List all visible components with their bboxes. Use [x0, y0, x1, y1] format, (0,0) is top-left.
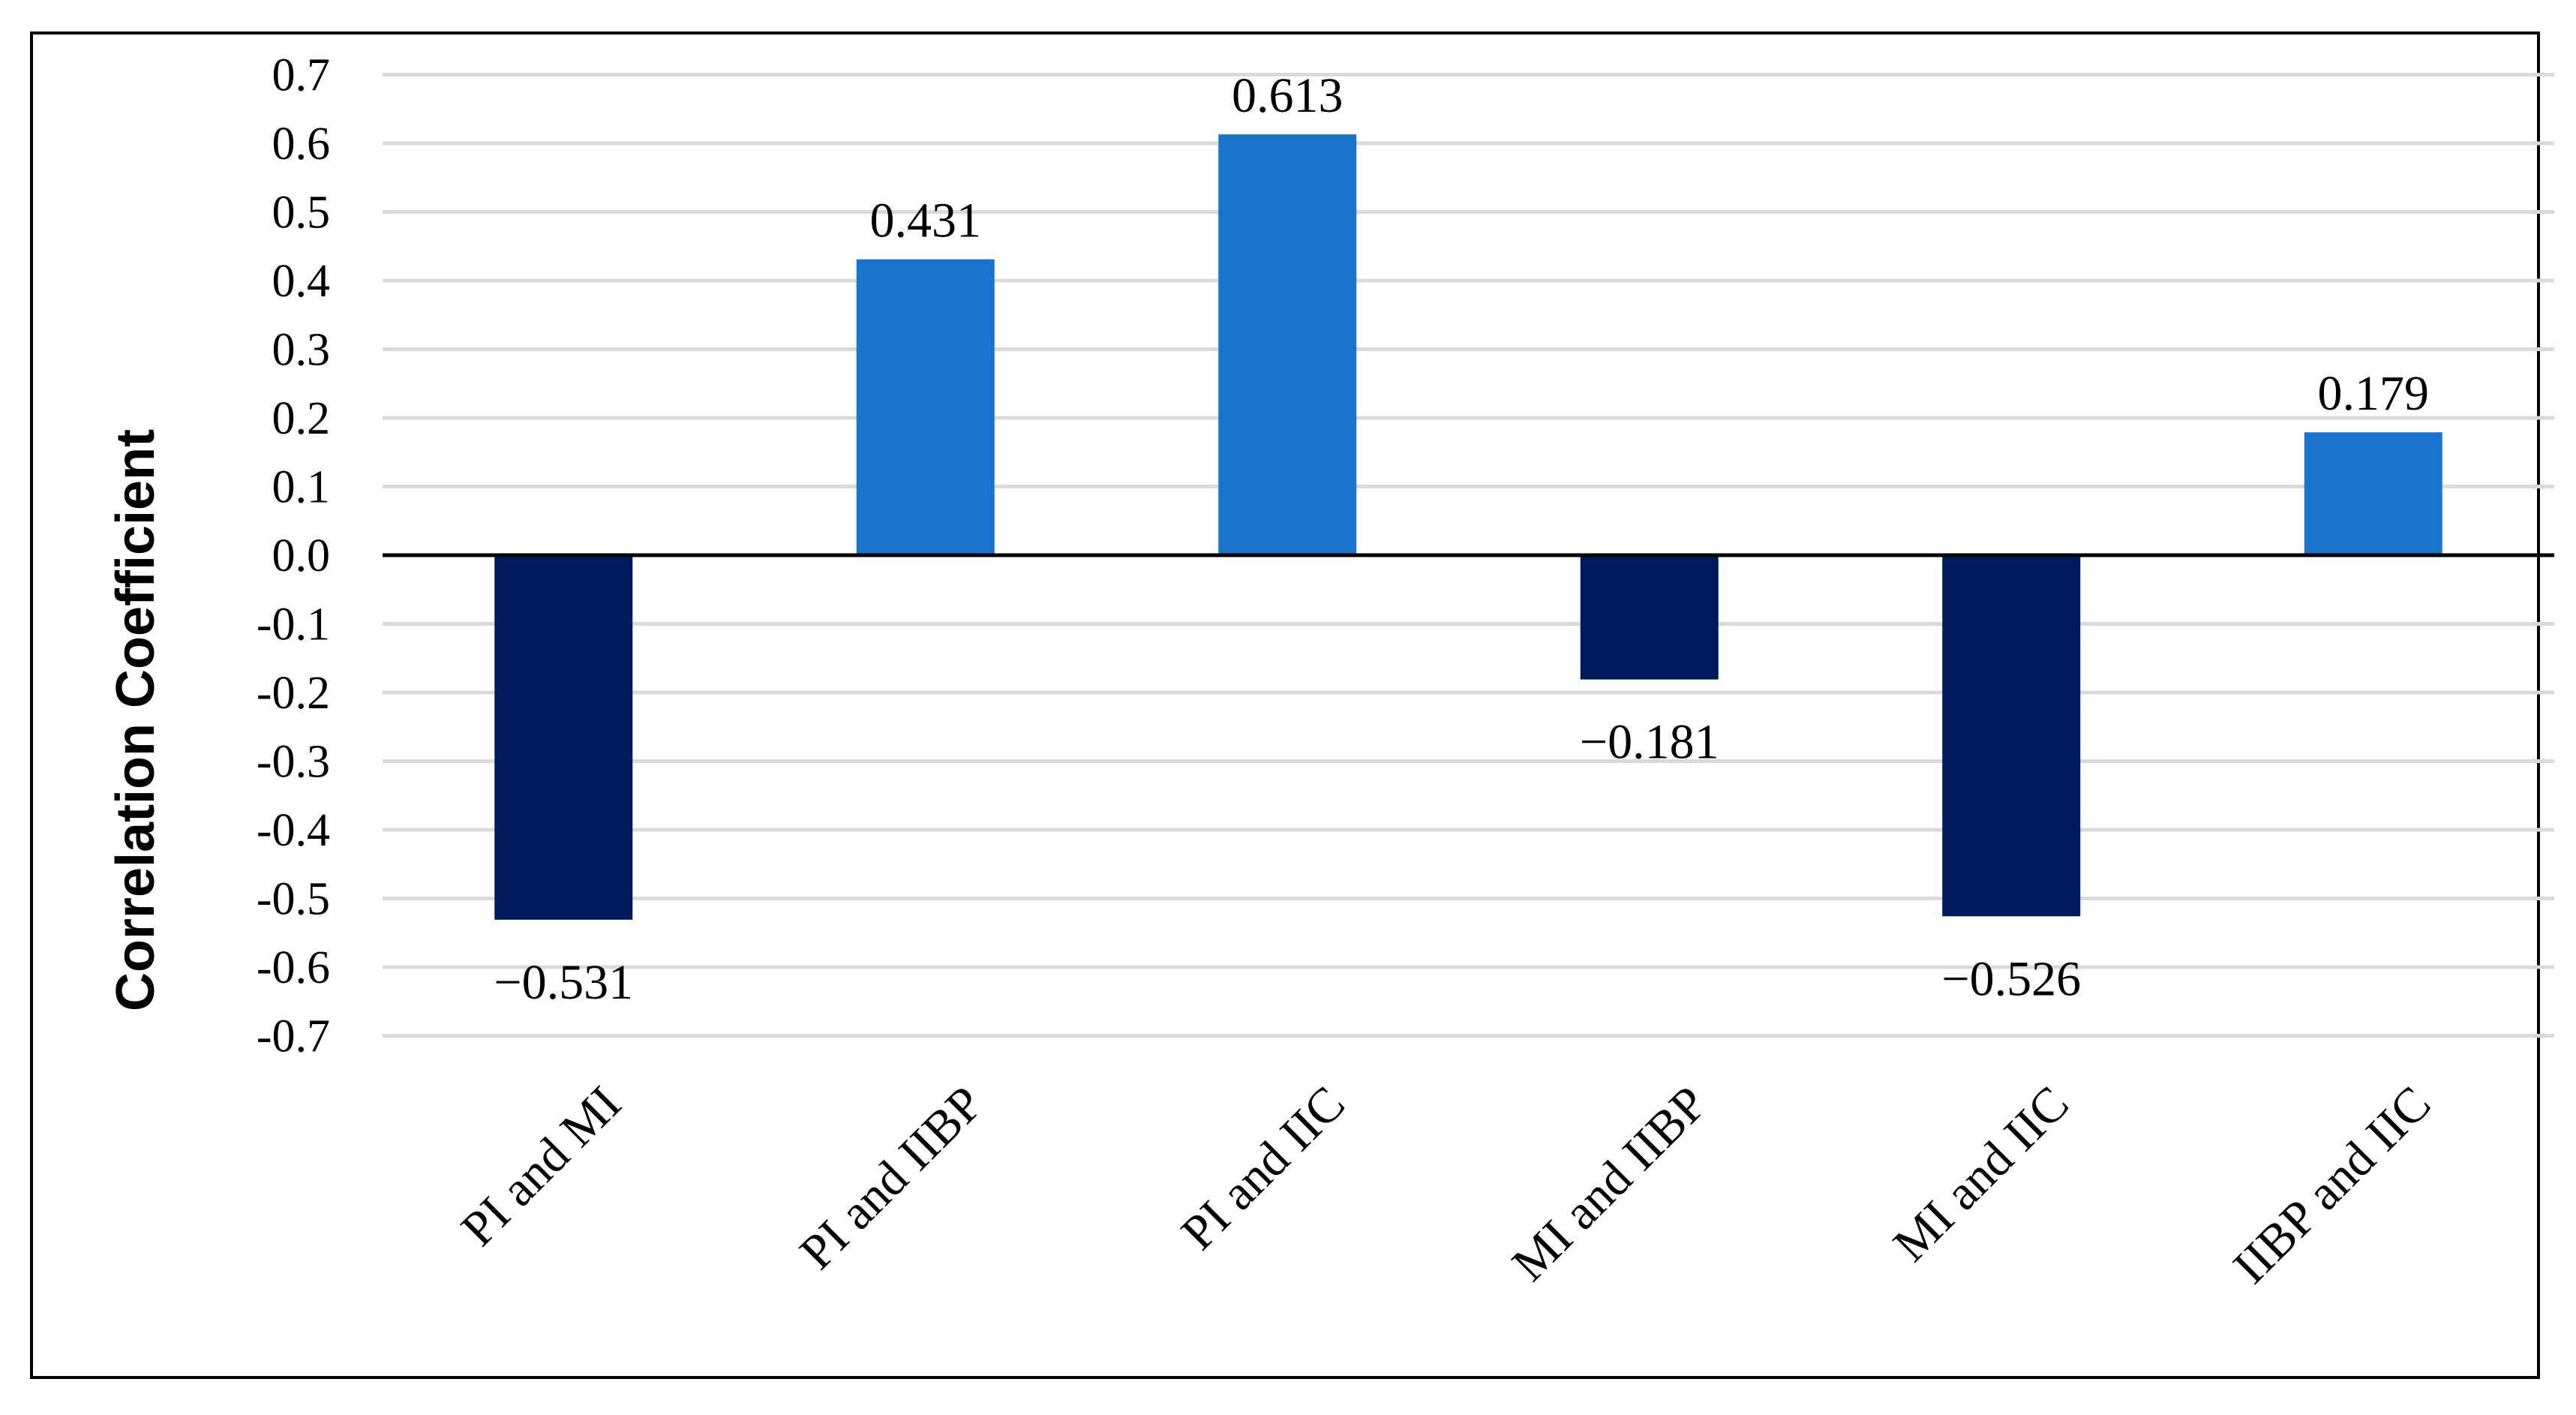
y-tick-label: -0.4: [257, 805, 330, 856]
x-category-label: MI and IIC: [1883, 1076, 2079, 1272]
y-tick-label: 0.2: [272, 393, 331, 444]
x-category-label: MI and IIBP: [1502, 1076, 1718, 1292]
bar: [2304, 432, 2442, 555]
bar: [1942, 555, 2081, 917]
y-axis-ticks: 0.7 0.6 0.5 0.4 0.3 0.2 0.1 0.0 -0.1 -0.2 -0.3 -0.4…: [257, 50, 330, 1062]
y-tick-label: -0.6: [257, 942, 330, 993]
bars: [494, 134, 2442, 920]
bar: [856, 259, 995, 555]
y-tick-label: -0.1: [257, 599, 330, 650]
x-category-label: PI and IIC: [1171, 1076, 1356, 1260]
y-tick-label: 0.1: [272, 462, 331, 513]
x-axis-category-labels: PI and MI PI and IIBP PI and IIC MI and IIB…: [451, 1076, 2441, 1294]
y-tick-label: -0.2: [257, 668, 330, 719]
data-labels: −0.531 0.431 0.613 −0.181 −0.526 0.179: [494, 68, 2429, 1010]
data-label: 0.613: [1232, 68, 1344, 123]
y-tick-label: -0.7: [257, 1011, 330, 1062]
y-tick-label: -0.5: [257, 874, 330, 925]
x-category-label: IIBP and IIC: [2223, 1076, 2441, 1294]
y-axis-title: Correlation Coefficient: [106, 429, 166, 1011]
gridlines: [383, 73, 2554, 1038]
data-label: −0.531: [494, 955, 633, 1010]
data-label: 0.431: [870, 194, 982, 248]
data-label: −0.526: [1941, 951, 2081, 1006]
y-tick-label: 0.6: [272, 119, 331, 170]
y-tick-label: 0.0: [272, 530, 331, 581]
y-tick-label: 0.3: [272, 325, 331, 376]
x-category-label: PI and MI: [451, 1076, 632, 1257]
y-tick-label: 0.4: [272, 256, 331, 307]
data-label: 0.179: [2318, 366, 2430, 421]
bar: [1580, 555, 1719, 680]
bar: [1218, 134, 1357, 556]
bar: [494, 555, 633, 920]
y-tick-label: 0.5: [272, 188, 331, 239]
y-tick-label: 0.7: [272, 50, 331, 101]
y-tick-label: -0.3: [257, 737, 330, 788]
x-category-label: PI and IIBP: [789, 1076, 993, 1280]
data-label: −0.181: [1580, 715, 1719, 770]
